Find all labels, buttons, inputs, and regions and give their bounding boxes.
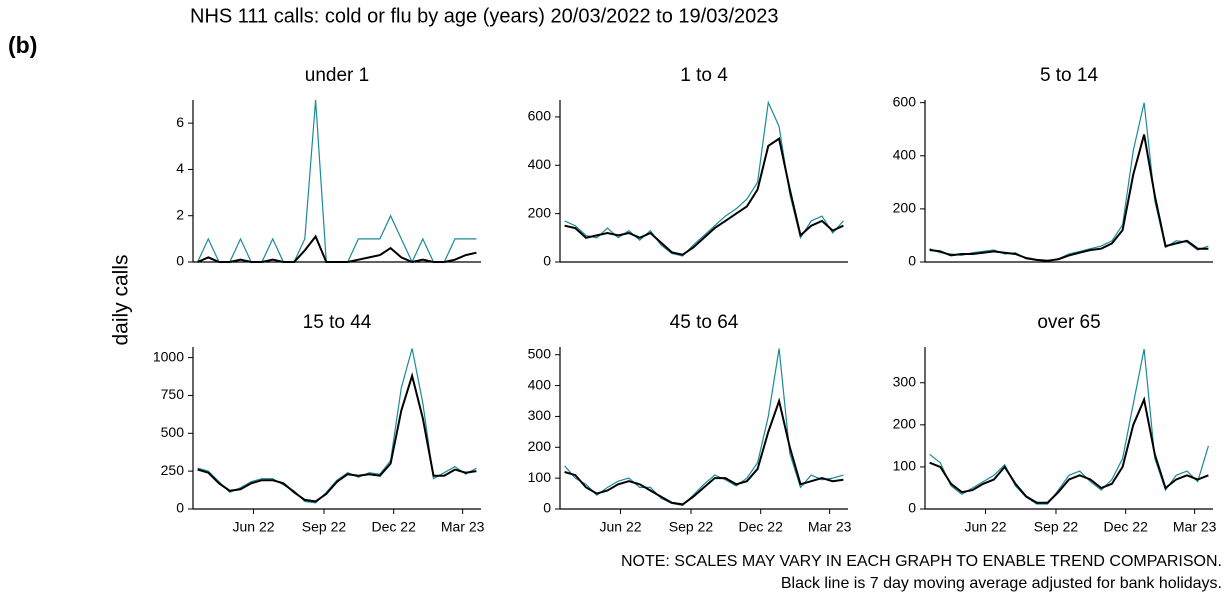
series-line xyxy=(564,137,844,256)
y-tick-label: 600 xyxy=(528,108,552,124)
y-tick-label: 2 xyxy=(176,206,184,222)
series-line xyxy=(564,397,844,506)
panel-title: 45 to 64 xyxy=(670,312,739,333)
x-tick-label: Sep 22 xyxy=(1034,519,1079,535)
y-tick-label: 400 xyxy=(893,146,917,162)
x-tick-label: Sep 22 xyxy=(669,519,714,535)
y-tick-label: 1000 xyxy=(153,348,184,364)
chart-title: NHS 111 calls: cold or flu by age (years… xyxy=(190,5,779,27)
y-tick-label: 300 xyxy=(893,373,917,389)
x-tick-label: Jun 22 xyxy=(964,519,1006,535)
y-tick-label: 100 xyxy=(893,458,917,474)
x-tick-label: Jun 22 xyxy=(232,519,274,535)
panel-title: 15 to 44 xyxy=(303,312,372,333)
y-tick-label: 300 xyxy=(528,407,552,423)
panel-title: over 65 xyxy=(1037,312,1100,333)
y-tick-label: 6 xyxy=(176,114,184,130)
y-tick-label: 400 xyxy=(528,376,552,392)
panel-title: 1 to 4 xyxy=(680,65,728,86)
series-line xyxy=(929,134,1209,262)
x-tick-label: Mar 23 xyxy=(441,519,485,535)
y-tick-label: 0 xyxy=(543,253,551,269)
y-tick-label: 4 xyxy=(176,160,184,176)
y-tick-label: 200 xyxy=(528,438,552,454)
panel-label: (b) xyxy=(8,32,37,58)
y-tick-label: 200 xyxy=(893,200,917,216)
x-tick-label: Sep 22 xyxy=(302,519,347,535)
y-tick-label: 0 xyxy=(176,500,184,516)
series-line xyxy=(197,348,477,504)
series-line xyxy=(197,372,477,503)
panel-title: under 1 xyxy=(305,65,369,86)
y-tick-label: 0 xyxy=(908,500,916,516)
series-line xyxy=(197,99,477,264)
y-tick-label: 0 xyxy=(176,253,184,269)
y-axis-label: daily calls xyxy=(110,254,133,345)
x-tick-label: Mar 23 xyxy=(1173,519,1217,535)
y-tick-label: 250 xyxy=(161,462,185,478)
y-tick-label: 400 xyxy=(528,156,552,172)
y-tick-label: 0 xyxy=(908,253,916,269)
note: Black line is 7 day moving average adjus… xyxy=(781,575,1222,592)
y-tick-label: 500 xyxy=(161,424,185,440)
x-tick-label: Dec 22 xyxy=(739,519,784,535)
series-line xyxy=(929,102,1209,262)
x-tick-label: Dec 22 xyxy=(1104,519,1149,535)
note: NOTE: SCALES MAY VARY IN EACH GRAPH TO E… xyxy=(621,553,1222,570)
y-tick-label: 200 xyxy=(528,204,552,220)
y-tick-label: 750 xyxy=(161,386,185,402)
y-tick-label: 600 xyxy=(893,93,917,109)
x-tick-label: Dec 22 xyxy=(372,519,417,535)
y-tick-label: 200 xyxy=(893,416,917,432)
series-line xyxy=(197,234,477,264)
panel-title: 5 to 14 xyxy=(1040,65,1099,86)
y-tick-label: 500 xyxy=(528,345,552,361)
series-line xyxy=(929,396,1209,504)
y-tick-label: 0 xyxy=(543,500,551,516)
series-line xyxy=(564,348,844,506)
x-tick-label: Jun 22 xyxy=(599,519,641,535)
y-tick-label: 100 xyxy=(528,469,552,485)
x-tick-label: Mar 23 xyxy=(808,519,852,535)
